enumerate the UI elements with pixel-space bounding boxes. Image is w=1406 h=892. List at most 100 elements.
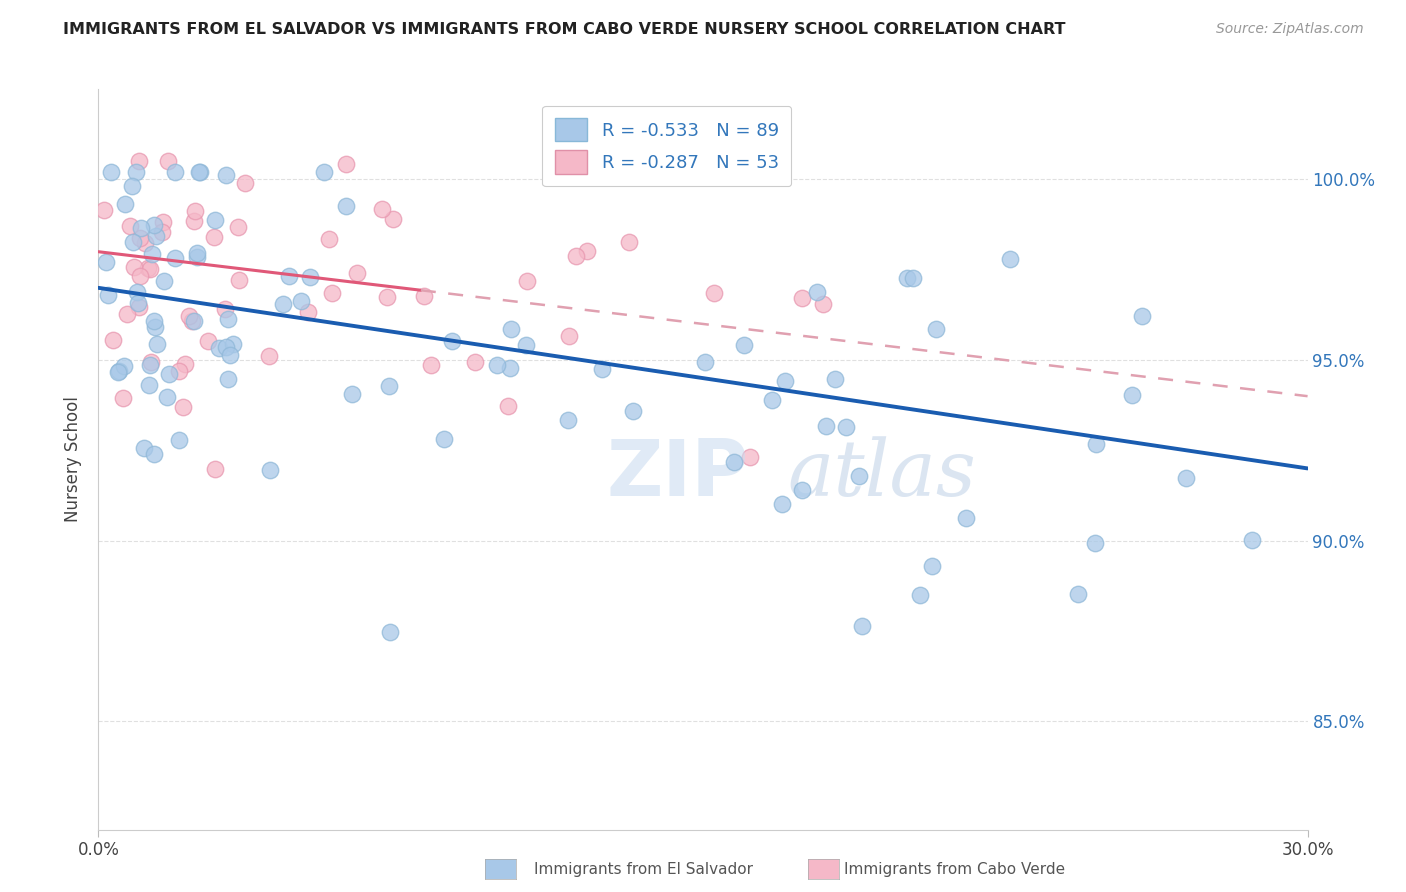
Point (180, 314, 202, 328)
Point (139, 261, 162, 276)
Point (112, 359, 135, 373)
Point (564, 250, 586, 264)
Point (132, 441, 155, 455)
Point (375, 290, 398, 304)
Point (278, 268, 301, 283)
Point (335, 199, 357, 213)
Text: IMMIGRANTS FROM EL SALVADOR VS IMMIGRANTS FROM CABO VERDE NURSERY SCHOOL CORRELA: IMMIGRANTS FROM EL SALVADOR VS IMMIGRANT… (63, 22, 1066, 37)
Point (955, 510, 977, 524)
Point (297, 305, 319, 319)
Point (145, 229, 167, 244)
Point (217, 372, 239, 386)
Point (321, 286, 343, 301)
Point (433, 433, 456, 447)
Point (122, 260, 145, 274)
Point (204, 462, 226, 476)
Point (617, 235, 640, 249)
Point (128, 231, 150, 245)
Text: ZIP: ZIP (606, 436, 748, 512)
Point (186, 251, 208, 265)
Point (136, 260, 159, 275)
Point (138, 378, 160, 392)
Point (420, 358, 443, 372)
Point (806, 285, 828, 299)
Point (790, 291, 813, 305)
Point (197, 334, 219, 348)
Point (156, 390, 179, 404)
Y-axis label: Nursery School: Nursery School (65, 396, 83, 523)
Point (811, 297, 834, 311)
Point (134, 235, 156, 250)
Point (925, 322, 948, 336)
Point (557, 413, 579, 427)
Point (1067, 587, 1090, 601)
Point (621, 403, 644, 417)
Point (128, 300, 150, 314)
Point (896, 270, 918, 285)
Point (96, 254, 118, 268)
Point (340, 386, 363, 401)
Point (1174, 471, 1197, 485)
Point (723, 455, 745, 469)
Point (100, 165, 122, 179)
Point (1121, 388, 1143, 402)
Point (107, 364, 129, 378)
Point (215, 339, 238, 353)
Point (378, 378, 401, 392)
Point (152, 225, 174, 239)
Point (290, 293, 312, 308)
Point (167, 433, 190, 447)
Point (157, 367, 180, 381)
Point (215, 169, 238, 183)
Point (318, 232, 340, 246)
Point (167, 364, 190, 378)
Point (129, 221, 152, 235)
Point (127, 296, 149, 310)
Point (814, 418, 837, 433)
Point (217, 311, 239, 326)
Point (122, 235, 145, 250)
Point (183, 214, 205, 228)
Point (125, 165, 148, 179)
Point (143, 218, 166, 232)
Point (346, 266, 368, 280)
Point (114, 197, 136, 211)
Point (177, 309, 200, 323)
Point (541, 165, 564, 179)
Point (128, 268, 150, 283)
Point (271, 297, 294, 311)
Point (138, 358, 160, 372)
Point (152, 214, 174, 228)
Point (733, 337, 755, 351)
Point (219, 347, 242, 361)
Point (335, 157, 357, 171)
Point (738, 450, 761, 464)
Point (183, 314, 205, 328)
Point (142, 447, 165, 461)
Point (485, 358, 508, 372)
Point (139, 354, 162, 368)
Point (174, 357, 197, 371)
Point (186, 245, 208, 260)
Text: Immigrants from Cabo Verde: Immigrants from Cabo Verde (844, 863, 1064, 877)
Point (516, 274, 538, 288)
Point (382, 211, 405, 226)
Point (464, 355, 486, 369)
Point (172, 400, 194, 414)
Point (558, 329, 581, 343)
Point (921, 558, 943, 573)
Text: Immigrants from El Salvador: Immigrants from El Salvador (534, 863, 754, 877)
Point (228, 273, 250, 287)
Point (202, 229, 225, 244)
Point (103, 333, 125, 347)
Point (770, 497, 793, 511)
Point (299, 269, 322, 284)
Point (93, 202, 115, 217)
Point (1084, 437, 1107, 451)
Point (848, 469, 870, 483)
Point (371, 202, 394, 217)
Point (910, 588, 932, 602)
Point (97, 288, 120, 302)
Point (257, 349, 280, 363)
Point (163, 251, 186, 265)
